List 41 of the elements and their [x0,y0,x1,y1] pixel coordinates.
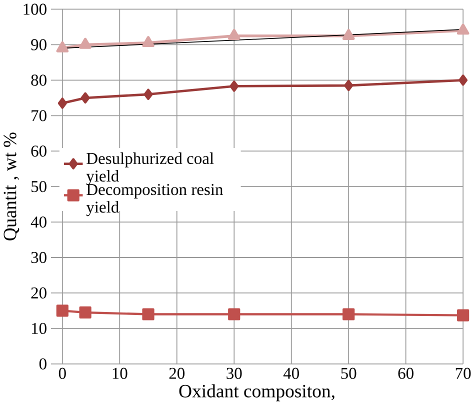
point [56,41,69,52]
x-tick-label: 60 [398,368,414,379]
x-axis-title: Oxidant compositon, [179,384,334,402]
x-tick-label: 20 [169,368,185,379]
y-tick-label: 70 [32,110,46,122]
x-tick-label: 30 [226,368,242,379]
legend-label: Decomposition resin yield [86,184,224,216]
point [144,88,153,100]
point [142,308,154,320]
y-tick-label: 100 [24,4,46,15]
point [344,80,354,92]
point [79,38,92,49]
point [228,308,240,320]
y-tick-label: 30 [31,252,46,264]
y-tick-label: 80 [31,74,46,86]
point [142,36,154,48]
point [228,28,240,40]
point [458,74,468,86]
point [58,98,67,109]
x-tick-label: 70 [456,368,471,379]
point [80,92,90,104]
y-tick-label: 40 [30,216,46,228]
point [342,28,355,40]
legend-label: Desulphurized coal yield [86,152,214,186]
y-tick-label: 60 [31,146,46,157]
x-tick-label: 0 [58,368,66,379]
point [456,24,470,35]
x-tick-label: 50 [341,368,356,379]
x-tick-label: 40 [283,368,299,379]
point [79,306,92,319]
point [230,80,239,92]
y-tick-label: 20 [31,287,46,299]
y-tick-label: 50 [32,181,46,192]
x-tick-label: 10 [112,368,128,379]
point [457,309,470,322]
point [56,304,68,317]
point [342,308,355,320]
y-tick-label: 90 [31,39,46,50]
y-tick-label: 0 [39,358,46,370]
y-tick-label: 10 [32,322,46,334]
y-axis-title: Quantit , wt % [4,132,20,240]
